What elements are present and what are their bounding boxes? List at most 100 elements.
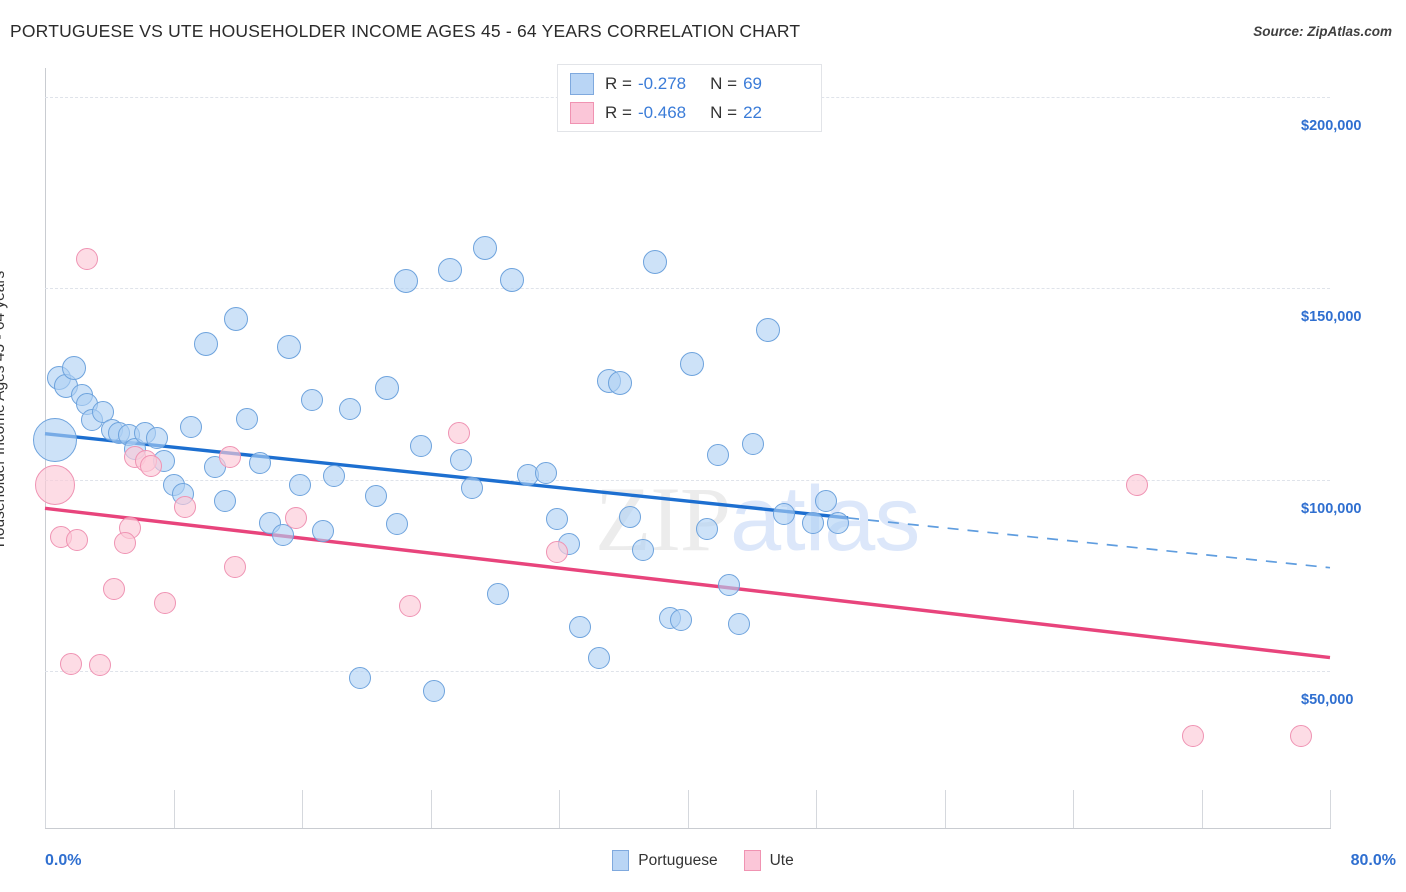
scatter-point-ute[interactable] <box>1126 474 1149 497</box>
x-axis-tick <box>559 790 560 828</box>
scatter-point-portuguese[interactable] <box>236 408 259 431</box>
legend-swatch-portuguese <box>612 850 630 871</box>
scatter-point-portuguese[interactable] <box>461 477 484 500</box>
scatter-point-ute[interactable] <box>103 578 126 601</box>
scatter-point-portuguese[interactable] <box>300 388 323 411</box>
scatter-point-ute[interactable] <box>140 454 162 477</box>
scatter-point-portuguese[interactable] <box>348 666 371 689</box>
trend-line-portuguese <box>44 432 849 520</box>
trend-line-ute <box>44 506 1331 660</box>
series-legend: Portuguese Ute <box>0 850 1406 871</box>
correlation-stats-box: R = -0.278 N = 69 R = -0.468 N = 22 <box>557 64 822 132</box>
x-axis-tick <box>944 790 946 828</box>
x-axis-tick <box>302 790 303 828</box>
scatter-point-ute[interactable] <box>34 465 75 506</box>
scatter-point-portuguese[interactable] <box>422 679 445 702</box>
scatter-point-portuguese[interactable] <box>249 451 272 474</box>
scatter-point-ute[interactable] <box>59 653 82 676</box>
scatter-point-portuguese[interactable] <box>643 250 668 275</box>
legend-swatch-ute <box>743 850 761 871</box>
scatter-point-portuguese[interactable] <box>364 485 387 508</box>
stats-row-portuguese: R = -0.278 N = 69 <box>570 71 762 97</box>
scatter-point-portuguese[interactable] <box>546 508 569 531</box>
scatter-point-portuguese[interactable] <box>814 490 837 513</box>
scatter-point-portuguese[interactable] <box>680 351 705 376</box>
x-axis-tick <box>1201 790 1203 828</box>
scatter-point-ute[interactable] <box>66 529 89 552</box>
scatter-point-portuguese[interactable] <box>473 235 498 260</box>
page-title: PORTUGUESE VS UTE HOUSEHOLDER INCOME AGE… <box>10 21 801 41</box>
scatter-point-ute[interactable] <box>75 248 98 271</box>
scatter-point-ute[interactable] <box>398 594 421 617</box>
scatter-point-portuguese[interactable] <box>670 609 693 632</box>
stats-n-value-portuguese: 69 <box>743 74 762 93</box>
scatter-point-portuguese[interactable] <box>718 573 741 596</box>
x-axis-min-label: 0.0% <box>45 852 82 869</box>
y-axis-title: Householder Income Ages 45 - 64 years <box>0 270 8 548</box>
scatter-point-ute[interactable] <box>88 654 111 677</box>
scatter-point-portuguese[interactable] <box>772 503 795 526</box>
y-axis-tick-label: $200,000 <box>1301 118 1362 134</box>
scatter-point-ute[interactable] <box>1290 725 1313 748</box>
scatter-point-portuguese[interactable] <box>707 443 730 466</box>
scatter-point-ute[interactable] <box>173 496 196 519</box>
x-axis-line <box>45 828 1331 829</box>
scatter-point-portuguese[interactable] <box>323 465 346 488</box>
scatter-point-ute[interactable] <box>1182 725 1205 748</box>
scatter-point-portuguese[interactable] <box>180 416 203 439</box>
stats-r-label-portuguese: R = <box>605 74 632 93</box>
scatter-point-portuguese[interactable] <box>801 511 824 534</box>
scatter-point-ute[interactable] <box>218 445 241 468</box>
scatter-point-portuguese[interactable] <box>608 370 633 395</box>
scatter-point-portuguese[interactable] <box>437 257 462 282</box>
scatter-point-portuguese[interactable] <box>61 355 86 380</box>
x-axis-tick <box>816 790 817 828</box>
scatter-point-portuguese[interactable] <box>486 582 509 605</box>
legend-item-ute[interactable]: Ute <box>743 850 794 871</box>
legend-label-portuguese: Portuguese <box>638 851 718 869</box>
scatter-point-portuguese[interactable] <box>193 332 218 357</box>
scatter-point-portuguese[interactable] <box>535 461 558 484</box>
scatter-point-portuguese[interactable] <box>339 397 362 420</box>
scatter-point-portuguese[interactable] <box>385 512 408 535</box>
scatter-point-portuguese[interactable] <box>450 448 473 471</box>
scatter-point-ute[interactable] <box>154 591 177 614</box>
scatter-point-portuguese[interactable] <box>213 490 236 513</box>
scatter-point-ute[interactable] <box>284 506 307 529</box>
scatter-point-portuguese[interactable] <box>631 539 654 562</box>
scatter-point-portuguese[interactable] <box>695 518 718 541</box>
scatter-point-portuguese[interactable] <box>409 434 432 457</box>
x-axis-tick <box>1330 790 1331 828</box>
scatter-point-ute[interactable] <box>448 421 471 444</box>
x-axis-tick <box>687 790 689 828</box>
stats-n-label-ute: N = <box>710 103 738 122</box>
x-axis-tick <box>430 790 432 828</box>
scatter-point-portuguese[interactable] <box>727 612 750 635</box>
scatter-point-portuguese[interactable] <box>827 511 850 534</box>
scatter-point-portuguese[interactable] <box>375 376 400 401</box>
scatter-point-portuguese[interactable] <box>224 307 249 332</box>
scatter-point-ute[interactable] <box>546 540 569 563</box>
scatter-point-portuguese[interactable] <box>289 474 312 497</box>
x-axis-tick <box>1073 790 1074 828</box>
scatter-point-portuguese[interactable] <box>146 426 169 449</box>
scatter-point-portuguese[interactable] <box>742 432 765 455</box>
scatter-point-portuguese[interactable] <box>568 616 591 639</box>
scatter-point-portuguese[interactable] <box>394 269 419 294</box>
y-axis-tick-label: $100,000 <box>1301 500 1362 517</box>
stats-r-value-portuguese: -0.278 <box>637 74 687 93</box>
scatter-point-portuguese[interactable] <box>755 317 780 342</box>
scatter-point-ute[interactable] <box>114 531 137 554</box>
x-axis-tick <box>173 790 175 828</box>
scatter-point-portuguese[interactable] <box>500 267 525 292</box>
scatter-point-portuguese[interactable] <box>271 523 294 546</box>
scatter-point-ute[interactable] <box>223 555 246 578</box>
source-attribution: Source: ZipAtlas.com <box>1253 24 1392 39</box>
scatter-point-portuguese[interactable] <box>618 505 641 528</box>
scatter-point-portuguese[interactable] <box>588 647 611 670</box>
scatter-point-portuguese[interactable] <box>277 335 302 360</box>
legend-item-portuguese[interactable]: Portuguese <box>612 850 718 871</box>
scatter-point-portuguese[interactable] <box>311 520 334 543</box>
y-axis-tick-label: $50,000 <box>1301 692 1354 708</box>
scatter-point-portuguese[interactable] <box>32 418 77 463</box>
